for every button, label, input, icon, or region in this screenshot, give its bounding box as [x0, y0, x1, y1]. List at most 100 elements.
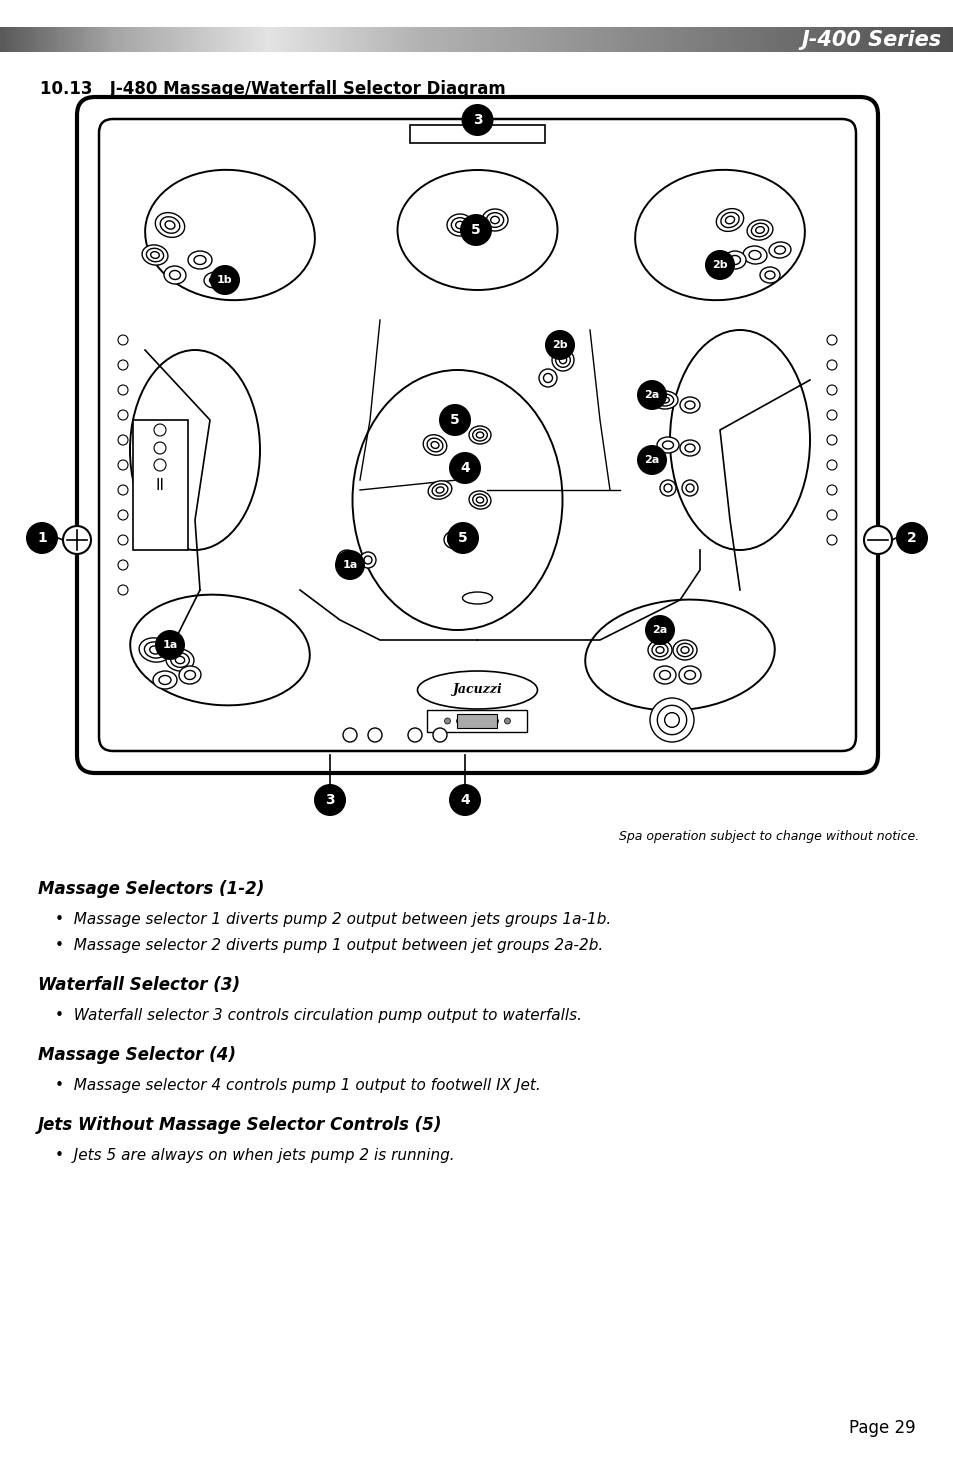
Ellipse shape	[451, 537, 458, 543]
Text: 4: 4	[459, 462, 470, 475]
Bar	[769, 27, 773, 52]
Circle shape	[314, 785, 346, 816]
Circle shape	[826, 335, 836, 345]
Bar	[436, 27, 439, 52]
Bar	[216, 27, 220, 52]
Bar	[855, 27, 859, 52]
Bar	[207, 27, 211, 52]
Bar	[743, 27, 747, 52]
Ellipse shape	[171, 652, 189, 667]
Bar	[362, 27, 366, 52]
Bar	[584, 27, 589, 52]
Bar	[124, 27, 128, 52]
Bar	[794, 27, 799, 52]
Bar	[493, 27, 497, 52]
Ellipse shape	[651, 391, 678, 409]
Circle shape	[118, 535, 128, 544]
Circle shape	[26, 522, 58, 555]
FancyBboxPatch shape	[77, 97, 877, 773]
Bar	[479, 27, 484, 52]
Circle shape	[826, 385, 836, 395]
Bar	[559, 27, 563, 52]
Circle shape	[826, 435, 836, 445]
Bar	[924, 27, 928, 52]
Ellipse shape	[462, 591, 492, 603]
Bar	[591, 27, 595, 52]
Bar	[400, 27, 404, 52]
Ellipse shape	[751, 223, 768, 236]
Bar	[286, 27, 290, 52]
Bar	[534, 27, 537, 52]
Bar	[89, 27, 93, 52]
Bar	[283, 27, 287, 52]
Bar	[178, 27, 182, 52]
Bar	[543, 27, 547, 52]
Bar	[169, 27, 172, 52]
Circle shape	[210, 266, 240, 295]
Bar	[174, 27, 179, 52]
Circle shape	[637, 445, 666, 475]
Ellipse shape	[432, 484, 447, 496]
Bar	[670, 27, 675, 52]
Bar	[667, 27, 671, 52]
Bar	[746, 27, 751, 52]
Bar	[946, 27, 951, 52]
Ellipse shape	[145, 170, 314, 301]
Bar	[140, 27, 144, 52]
Bar	[353, 27, 356, 52]
Circle shape	[663, 484, 671, 493]
Bar	[193, 27, 198, 52]
Ellipse shape	[397, 170, 557, 291]
Text: •  Jets 5 are always on when jets pump 2 is running.: • Jets 5 are always on when jets pump 2 …	[55, 1148, 455, 1162]
Bar	[254, 27, 258, 52]
Bar	[340, 27, 344, 52]
Bar	[651, 27, 656, 52]
Ellipse shape	[635, 170, 804, 301]
Bar	[496, 27, 499, 52]
Bar	[765, 27, 770, 52]
Bar	[95, 27, 99, 52]
Bar	[76, 27, 80, 52]
Bar	[861, 27, 865, 52]
Bar	[619, 27, 623, 52]
Ellipse shape	[417, 671, 537, 709]
Circle shape	[118, 385, 128, 395]
Bar	[896, 27, 900, 52]
Bar	[159, 27, 163, 52]
Bar	[689, 27, 694, 52]
Bar	[588, 27, 592, 52]
Text: Jacuzzi: Jacuzzi	[452, 683, 502, 696]
Bar	[343, 27, 347, 52]
Bar	[388, 27, 392, 52]
Ellipse shape	[481, 209, 507, 232]
Bar	[336, 27, 341, 52]
Bar	[832, 27, 837, 52]
Bar	[737, 27, 741, 52]
Bar	[515, 27, 518, 52]
Text: Spa operation subject to change without notice.: Spa operation subject to change without …	[618, 830, 918, 844]
Circle shape	[555, 353, 570, 367]
Bar	[112, 27, 115, 52]
Bar	[502, 27, 506, 52]
Circle shape	[681, 479, 698, 496]
Ellipse shape	[170, 270, 180, 279]
Bar	[152, 27, 156, 52]
Bar	[133, 27, 137, 52]
Bar	[943, 27, 947, 52]
Bar	[455, 27, 458, 52]
Bar	[165, 27, 170, 52]
Text: II: II	[155, 478, 164, 493]
Ellipse shape	[139, 637, 171, 662]
Circle shape	[468, 718, 474, 724]
Bar	[132, 420, 188, 550]
Bar	[79, 27, 84, 52]
Bar	[817, 27, 821, 52]
Bar	[851, 27, 856, 52]
Ellipse shape	[204, 271, 226, 288]
Bar	[699, 27, 703, 52]
Ellipse shape	[423, 435, 446, 456]
Ellipse shape	[760, 267, 780, 283]
Bar	[108, 27, 112, 52]
Bar	[191, 27, 194, 52]
Text: •  Massage selector 4 controls pump 1 output to footwell IX Jet.: • Massage selector 4 controls pump 1 out…	[55, 1078, 540, 1093]
